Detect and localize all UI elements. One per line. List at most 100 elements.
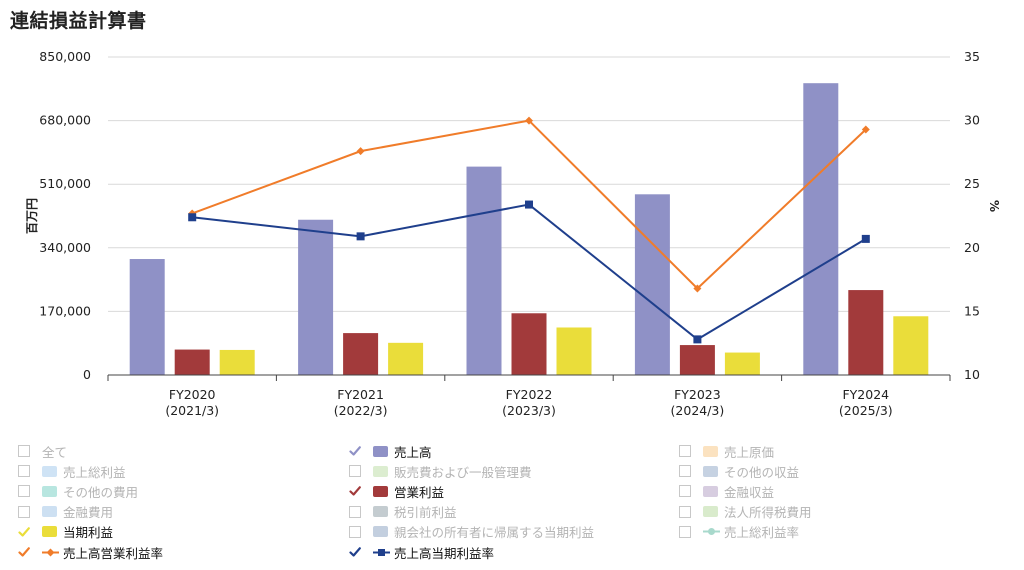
x-tick-label: FY2023 <box>674 387 721 402</box>
legend-swatch <box>703 445 718 457</box>
checkbox[interactable] <box>349 465 361 478</box>
y2-tick-label: 15 <box>964 303 980 318</box>
chart-legend: 全て 売上高 売上原価売上総利益 販売費および一般管理費 その他の収益その他の費用 営業利… <box>0 440 1024 570</box>
legend-item[interactable]: 全て <box>18 441 67 461</box>
y-tick-label: 850,000 <box>39 49 91 64</box>
checkbox[interactable] <box>18 505 30 518</box>
legend-item[interactable]: 売上総利益 <box>18 461 126 481</box>
legend-item[interactable]: 金融費用 <box>18 502 113 522</box>
checkbox[interactable] <box>349 505 361 518</box>
bar-当期利益 <box>219 349 255 375</box>
y2-tick-label: 35 <box>964 49 980 64</box>
y2-tick-label: 30 <box>964 113 980 128</box>
bar-当期利益 <box>388 342 424 375</box>
checkbox[interactable] <box>679 465 691 478</box>
legend-label: 親会社の所有者に帰属する当期利益 <box>394 525 595 541</box>
legend-swatch <box>703 485 718 497</box>
y-tick-label: 340,000 <box>39 240 91 255</box>
legend-line-swatch <box>42 547 59 558</box>
legend-item[interactable]: 税引前利益 <box>349 502 457 522</box>
checkmark-icon[interactable] <box>18 546 30 558</box>
legend-swatch <box>42 526 57 538</box>
legend-swatch <box>373 485 388 497</box>
checkmark-icon[interactable] <box>349 445 361 457</box>
x-tick-label: (2022/3) <box>334 403 388 418</box>
bar-当期利益 <box>893 316 929 375</box>
legend-swatch <box>42 485 57 497</box>
legend-item[interactable]: 販売費および一般管理費 <box>349 461 532 481</box>
legend-swatch <box>42 465 57 477</box>
legend-label: その他の費用 <box>63 484 139 500</box>
legend-label: 売上高 <box>394 444 432 460</box>
checkbox[interactable] <box>679 505 691 518</box>
y2-axis-label: % <box>987 200 1001 212</box>
page-title: 連結損益計算書 <box>10 10 147 32</box>
y-axis-label: 百万円 <box>25 198 39 234</box>
legend-item[interactable]: その他の収益 <box>679 461 799 481</box>
bar-当期利益 <box>724 352 760 375</box>
legend-item[interactable]: 売上原価 <box>679 441 774 461</box>
checkbox[interactable] <box>18 485 30 498</box>
legend-label: 法人所得税費用 <box>724 505 812 521</box>
y2-tick-label: 25 <box>964 176 980 191</box>
checkmark-icon[interactable] <box>349 546 361 558</box>
legend-label: 金融費用 <box>63 505 114 521</box>
bar-営業利益 <box>511 313 547 375</box>
legend-swatch <box>42 506 57 518</box>
legend-swatch <box>703 465 718 477</box>
legend-item[interactable]: 売上総利益率 <box>679 522 799 542</box>
legend-item[interactable]: 売上高 <box>349 441 432 461</box>
bar-営業利益 <box>848 290 884 375</box>
legend-label: 売上総利益率 <box>724 525 800 541</box>
y2-tick-label: 10 <box>964 367 980 382</box>
legend-item[interactable]: 売上高当期利益率 <box>349 542 494 562</box>
bar-営業利益 <box>174 349 210 375</box>
bar-売上高 <box>803 83 839 375</box>
checkbox[interactable] <box>679 485 691 498</box>
checkmark-icon[interactable] <box>18 526 30 538</box>
legend-item[interactable]: 法人所得税費用 <box>679 502 812 522</box>
bar-売上高 <box>129 259 165 375</box>
bar-売上高 <box>298 219 334 375</box>
y-tick-label: 680,000 <box>39 113 91 128</box>
legend-label: 売上原価 <box>724 444 775 460</box>
legend-item[interactable]: 親会社の所有者に帰属する当期利益 <box>349 522 594 542</box>
bar-売上高 <box>634 194 670 375</box>
point-売上高営業利益率 <box>693 284 702 293</box>
legend-swatch <box>373 506 388 518</box>
legend-label: 全て <box>42 444 68 460</box>
x-tick-label: FY2021 <box>337 387 384 402</box>
legend-swatch <box>373 445 388 457</box>
legend-item[interactable]: 当期利益 <box>18 522 113 542</box>
legend-label: その他の収益 <box>724 464 800 480</box>
checkbox[interactable] <box>18 465 30 478</box>
x-tick-label: (2021/3) <box>165 403 219 418</box>
checkbox[interactable] <box>679 445 691 457</box>
legend-swatch <box>373 465 388 477</box>
y-tick-label: 510,000 <box>39 176 91 191</box>
legend-item[interactable]: 金融収益 <box>679 481 774 501</box>
income-statement-chart: 0 170,000 340,000 510,000 680,000 850,000 10 15… <box>25 49 1001 418</box>
legend-item[interactable]: 営業利益 <box>349 481 444 501</box>
y-tick-label: 170,000 <box>39 303 91 318</box>
point-売上高営業利益率 <box>525 116 533 125</box>
checkmark-icon[interactable] <box>349 485 361 497</box>
legend-label: 売上高当期利益率 <box>394 545 495 561</box>
legend-label: 金融収益 <box>724 484 775 500</box>
bar-当期利益 <box>556 327 592 375</box>
bar-営業利益 <box>343 333 379 375</box>
checkbox[interactable] <box>349 525 361 538</box>
legend-item[interactable]: 売上高営業利益率 <box>18 542 163 562</box>
checkbox[interactable] <box>679 525 691 538</box>
point-売上高当期利益率 <box>525 200 533 209</box>
checkbox[interactable] <box>18 445 30 457</box>
legend-swatch <box>373 526 388 538</box>
point-売上高営業利益率 <box>356 147 365 156</box>
legend-label: 販売費および一般管理費 <box>394 464 532 480</box>
legend-item[interactable]: その他の費用 <box>18 481 138 501</box>
point-売上高当期利益率 <box>861 234 870 243</box>
legend-line-swatch <box>703 526 720 537</box>
point-売上高当期利益率 <box>188 213 197 222</box>
y-tick-label: 0 <box>83 367 91 382</box>
legend-line-swatch <box>373 547 390 558</box>
